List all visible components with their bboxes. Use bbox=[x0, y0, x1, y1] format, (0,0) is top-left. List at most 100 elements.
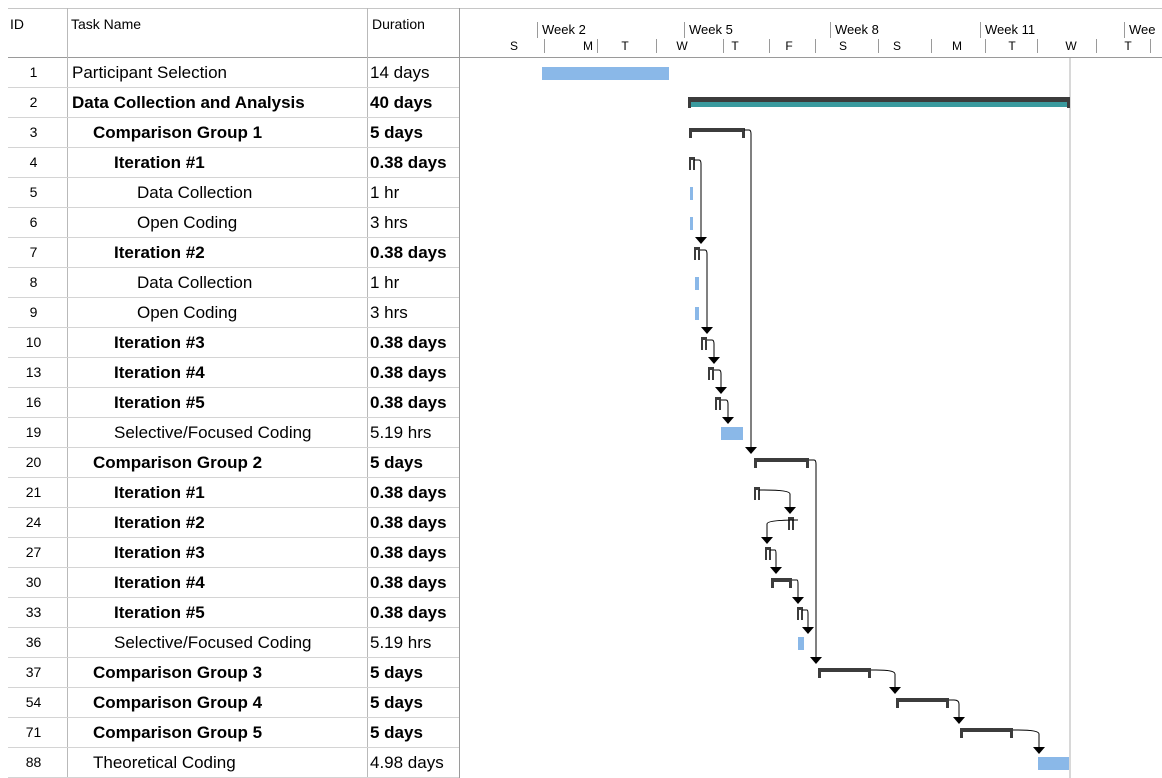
task-name[interactable]: Iteration #3 bbox=[114, 543, 205, 562]
column-divider bbox=[67, 8, 68, 778]
task-name[interactable]: Open Coding bbox=[137, 303, 238, 322]
task-row[interactable]: 3 Comparison Group 1 5 days bbox=[8, 118, 459, 148]
task-row[interactable]: 71 Comparison Group 5 5 days bbox=[8, 718, 459, 748]
task-id: 54 bbox=[25, 694, 42, 710]
task-name[interactable]: Iteration #5 bbox=[114, 393, 205, 412]
task-duration[interactable]: 0.38 days bbox=[370, 513, 447, 532]
summary-bar[interactable] bbox=[754, 458, 809, 462]
task-row[interactable]: 1 Participant Selection 14 days bbox=[8, 58, 459, 88]
summary-bar-cap bbox=[896, 698, 899, 708]
summary-bar[interactable] bbox=[960, 728, 1013, 732]
task-duration[interactable]: 0.38 days bbox=[370, 543, 447, 562]
task-bar[interactable] bbox=[542, 67, 669, 80]
task-duration[interactable]: 1 hr bbox=[370, 183, 400, 202]
task-duration[interactable]: 5 days bbox=[370, 123, 423, 142]
task-bar[interactable] bbox=[690, 217, 693, 230]
task-row[interactable]: 19 Selective/Focused Coding 5.19 hrs bbox=[8, 418, 459, 448]
task-row[interactable]: 9 Open Coding 3 hrs bbox=[8, 298, 459, 328]
task-row[interactable]: 5 Data Collection 1 hr bbox=[8, 178, 459, 208]
task-row[interactable]: 6 Open Coding 3 hrs bbox=[8, 208, 459, 238]
task-row[interactable]: 54 Comparison Group 4 5 days bbox=[8, 688, 459, 718]
task-name[interactable]: Comparison Group 1 bbox=[93, 123, 263, 142]
task-duration[interactable]: 0.38 days bbox=[370, 333, 447, 352]
task-row[interactable]: 13 Iteration #4 0.38 days bbox=[8, 358, 459, 388]
task-row[interactable]: 27 Iteration #3 0.38 days bbox=[8, 538, 459, 568]
task-row[interactable]: 10 Iteration #3 0.38 days bbox=[8, 328, 459, 358]
task-duration[interactable]: 5 days bbox=[370, 453, 423, 472]
task-row[interactable]: 21 Iteration #1 0.38 days bbox=[8, 478, 459, 508]
task-bar[interactable] bbox=[695, 277, 699, 290]
task-name[interactable]: Comparison Group 2 bbox=[93, 453, 263, 472]
column-header-duration[interactable]: Duration bbox=[372, 16, 425, 32]
task-duration[interactable]: 0.38 days bbox=[370, 243, 447, 262]
task-row[interactable]: 36 Selective/Focused Coding 5.19 hrs bbox=[8, 628, 459, 658]
task-name[interactable]: Theoretical Coding bbox=[93, 753, 236, 772]
task-duration[interactable]: 3 hrs bbox=[370, 213, 408, 232]
task-bar[interactable] bbox=[798, 637, 804, 650]
summary-bar[interactable] bbox=[896, 698, 949, 702]
task-row[interactable]: 8 Data Collection 1 hr bbox=[8, 268, 459, 298]
task-name[interactable]: Iteration #4 bbox=[114, 573, 205, 592]
task-duration[interactable]: 0.38 days bbox=[370, 393, 447, 412]
task-row[interactable]: 37 Comparison Group 3 5 days bbox=[8, 658, 459, 688]
project-summary-bar[interactable] bbox=[688, 97, 1070, 102]
task-row[interactable]: 24 Iteration #2 0.38 days bbox=[8, 508, 459, 538]
task-name[interactable]: Comparison Group 3 bbox=[93, 663, 263, 682]
task-name[interactable]: Data Collection and Analysis bbox=[72, 93, 305, 112]
task-name[interactable]: Data Collection bbox=[137, 273, 253, 292]
task-duration[interactable]: 40 days bbox=[370, 93, 433, 112]
summary-bar[interactable] bbox=[771, 578, 792, 582]
task-row[interactable]: 4 Iteration #1 0.38 days bbox=[8, 148, 459, 178]
task-row[interactable]: 30 Iteration #4 0.38 days bbox=[8, 568, 459, 598]
task-duration[interactable]: 0.38 days bbox=[370, 363, 447, 382]
task-bar[interactable] bbox=[1038, 757, 1069, 770]
task-duration[interactable]: 5.19 hrs bbox=[370, 423, 432, 442]
task-duration[interactable]: 4.98 days bbox=[370, 753, 444, 772]
task-row[interactable]: 20 Comparison Group 2 5 days bbox=[8, 448, 459, 478]
task-name[interactable]: Open Coding bbox=[137, 213, 238, 232]
task-duration[interactable]: 0.38 days bbox=[370, 153, 447, 172]
task-name[interactable]: Iteration #2 bbox=[114, 243, 205, 262]
task-duration[interactable]: 0.38 days bbox=[370, 483, 447, 502]
task-row[interactable]: 7 Iteration #2 0.38 days bbox=[8, 238, 459, 268]
summary-bar[interactable] bbox=[818, 668, 871, 672]
task-name[interactable]: Iteration #2 bbox=[114, 513, 205, 532]
task-name[interactable]: Data Collection bbox=[137, 183, 253, 202]
column-header-task-name[interactable]: Task Name bbox=[71, 16, 142, 32]
task-name[interactable]: Comparison Group 5 bbox=[93, 723, 263, 742]
task-duration[interactable]: 5 days bbox=[370, 663, 423, 682]
task-id: 16 bbox=[25, 394, 42, 410]
summary-bar-cap bbox=[771, 578, 774, 588]
task-bar[interactable] bbox=[695, 307, 699, 320]
task-row[interactable]: 16 Iteration #5 0.38 days bbox=[8, 388, 459, 418]
task-name[interactable]: Iteration #5 bbox=[114, 603, 205, 622]
task-id: 2 bbox=[29, 94, 38, 110]
timescale-day-label: T bbox=[1008, 39, 1016, 53]
task-duration[interactable]: 5 days bbox=[370, 693, 423, 712]
summary-bar-cap bbox=[818, 668, 821, 678]
task-row[interactable]: 2 Data Collection and Analysis 40 days bbox=[8, 88, 459, 118]
task-duration[interactable]: 0.38 days bbox=[370, 573, 447, 592]
task-name[interactable]: Participant Selection bbox=[72, 63, 227, 82]
task-name[interactable]: Iteration #1 bbox=[114, 483, 205, 502]
task-name[interactable]: Comparison Group 4 bbox=[93, 693, 263, 712]
task-duration[interactable]: 5 days bbox=[370, 723, 423, 742]
task-duration[interactable]: 1 hr bbox=[370, 273, 400, 292]
task-bar[interactable] bbox=[721, 427, 743, 440]
task-bar[interactable] bbox=[690, 187, 693, 200]
task-name[interactable]: Selective/Focused Coding bbox=[114, 633, 312, 652]
task-duration[interactable]: 3 hrs bbox=[370, 303, 408, 322]
task-duration[interactable]: 0.38 days bbox=[370, 603, 447, 622]
summary-bar[interactable] bbox=[689, 128, 745, 132]
column-header-id[interactable]: ID bbox=[10, 16, 24, 32]
dependency-arrow bbox=[722, 417, 734, 424]
task-duration[interactable]: 5.19 hrs bbox=[370, 633, 432, 652]
dependency-link bbox=[759, 489, 791, 508]
task-name[interactable]: Iteration #1 bbox=[114, 153, 205, 172]
task-name[interactable]: Iteration #4 bbox=[114, 363, 205, 382]
task-row[interactable]: 88 Theoretical Coding 4.98 days bbox=[8, 748, 459, 778]
task-name[interactable]: Selective/Focused Coding bbox=[114, 423, 312, 442]
task-duration[interactable]: 14 days bbox=[370, 63, 430, 82]
task-name[interactable]: Iteration #3 bbox=[114, 333, 205, 352]
task-row[interactable]: 33 Iteration #5 0.38 days bbox=[8, 598, 459, 628]
